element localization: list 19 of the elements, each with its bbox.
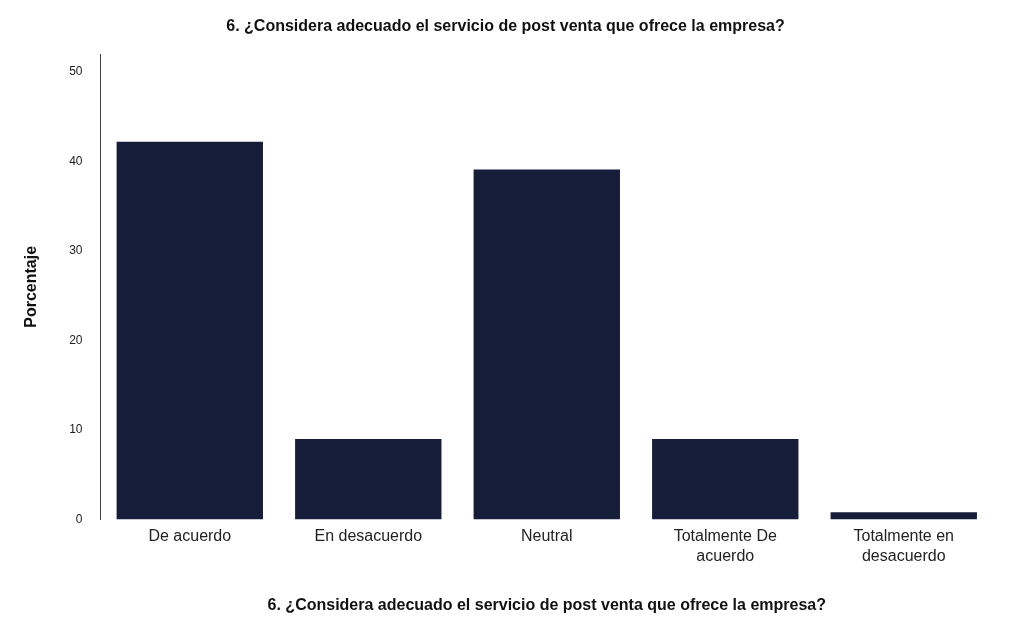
- chart-title: 6. ¿Considera adecuado el servicio de post venta que ofrece la empresa?: [226, 17, 785, 35]
- y-tick-label: 30: [69, 243, 83, 258]
- y-tick-label: 0: [75, 511, 83, 526]
- x-tick-label: Neutral: [520, 527, 573, 545]
- x-tick-label: En desacuerdo: [314, 527, 423, 545]
- bar: [116, 141, 263, 520]
- x-tick-label: Totalmente De acuerdo: [673, 527, 777, 564]
- x-axis-title: 6. ¿Considera adecuado el servicio de post venta que ofrece la empresa?: [267, 595, 826, 613]
- bar: [295, 438, 442, 520]
- y-tick-label: 40: [69, 153, 83, 168]
- y-tick-label: 20: [69, 332, 83, 347]
- bar: [652, 438, 799, 520]
- bar: [830, 512, 977, 520]
- y-tick-label: 50: [69, 64, 83, 79]
- y-tick-label: 10: [69, 422, 83, 437]
- x-tick-label: De acuerdo: [148, 527, 232, 545]
- bar: [473, 169, 620, 520]
- x-tick-label: Totalmente en desacuerdo: [853, 527, 955, 564]
- y-axis-title: Porcentaje: [22, 245, 40, 328]
